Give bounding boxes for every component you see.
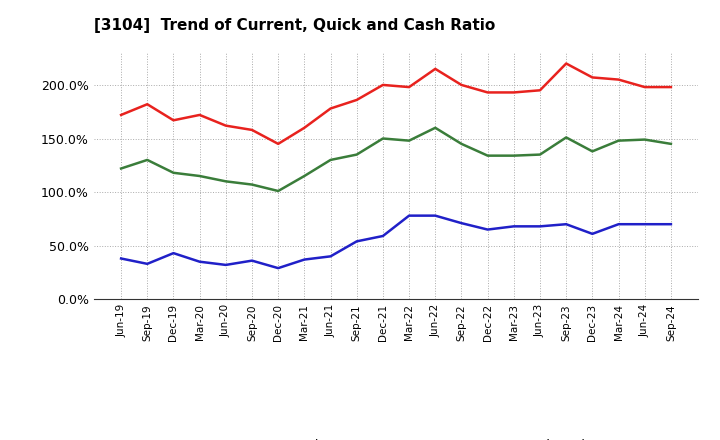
Quick Ratio xyxy=(379,136,387,141)
Current Ratio xyxy=(222,123,230,128)
Current Ratio xyxy=(169,117,178,123)
Current Ratio xyxy=(588,75,597,80)
Cash Ratio xyxy=(169,250,178,256)
Cash Ratio xyxy=(300,257,309,262)
Current Ratio xyxy=(431,66,440,72)
Legend: Current Ratio, Quick Ratio, Cash Ratio: Current Ratio, Quick Ratio, Cash Ratio xyxy=(194,434,598,440)
Current Ratio xyxy=(352,97,361,103)
Quick Ratio xyxy=(431,125,440,130)
Current Ratio xyxy=(195,112,204,117)
Cash Ratio xyxy=(457,220,466,226)
Cash Ratio xyxy=(222,262,230,268)
Quick Ratio xyxy=(326,157,335,162)
Current Ratio xyxy=(536,88,544,93)
Current Ratio xyxy=(640,84,649,90)
Cash Ratio xyxy=(405,213,413,218)
Current Ratio xyxy=(248,127,256,132)
Quick Ratio xyxy=(483,153,492,158)
Current Ratio xyxy=(117,112,125,117)
Cash Ratio xyxy=(117,256,125,261)
Quick Ratio xyxy=(352,152,361,157)
Cash Ratio xyxy=(248,258,256,263)
Cash Ratio xyxy=(536,224,544,229)
Quick Ratio xyxy=(274,188,282,194)
Quick Ratio xyxy=(562,135,570,140)
Cash Ratio xyxy=(274,265,282,271)
Cash Ratio xyxy=(562,222,570,227)
Quick Ratio xyxy=(248,182,256,187)
Current Ratio xyxy=(326,106,335,111)
Line: Cash Ratio: Cash Ratio xyxy=(121,216,671,268)
Cash Ratio xyxy=(379,233,387,238)
Current Ratio xyxy=(614,77,623,82)
Cash Ratio xyxy=(195,259,204,264)
Quick Ratio xyxy=(510,153,518,158)
Current Ratio xyxy=(510,90,518,95)
Cash Ratio xyxy=(640,222,649,227)
Cash Ratio xyxy=(667,222,675,227)
Cash Ratio xyxy=(588,231,597,236)
Quick Ratio xyxy=(169,170,178,176)
Cash Ratio xyxy=(483,227,492,232)
Current Ratio xyxy=(143,102,152,107)
Cash Ratio xyxy=(510,224,518,229)
Quick Ratio xyxy=(405,138,413,143)
Quick Ratio xyxy=(117,166,125,171)
Current Ratio xyxy=(300,125,309,130)
Current Ratio xyxy=(667,84,675,90)
Current Ratio xyxy=(483,90,492,95)
Current Ratio xyxy=(562,61,570,66)
Quick Ratio xyxy=(457,141,466,147)
Quick Ratio xyxy=(614,138,623,143)
Cash Ratio xyxy=(326,254,335,259)
Cash Ratio xyxy=(352,239,361,244)
Cash Ratio xyxy=(431,213,440,218)
Current Ratio xyxy=(405,84,413,90)
Current Ratio xyxy=(379,82,387,88)
Quick Ratio xyxy=(536,152,544,157)
Cash Ratio xyxy=(614,222,623,227)
Quick Ratio xyxy=(588,149,597,154)
Quick Ratio xyxy=(300,173,309,179)
Current Ratio xyxy=(274,141,282,147)
Text: [3104]  Trend of Current, Quick and Cash Ratio: [3104] Trend of Current, Quick and Cash … xyxy=(94,18,495,33)
Quick Ratio xyxy=(143,157,152,162)
Line: Current Ratio: Current Ratio xyxy=(121,63,671,144)
Quick Ratio xyxy=(195,173,204,179)
Quick Ratio xyxy=(667,141,675,147)
Current Ratio xyxy=(457,82,466,88)
Quick Ratio xyxy=(222,179,230,184)
Line: Quick Ratio: Quick Ratio xyxy=(121,128,671,191)
Quick Ratio xyxy=(640,137,649,142)
Cash Ratio xyxy=(143,261,152,267)
